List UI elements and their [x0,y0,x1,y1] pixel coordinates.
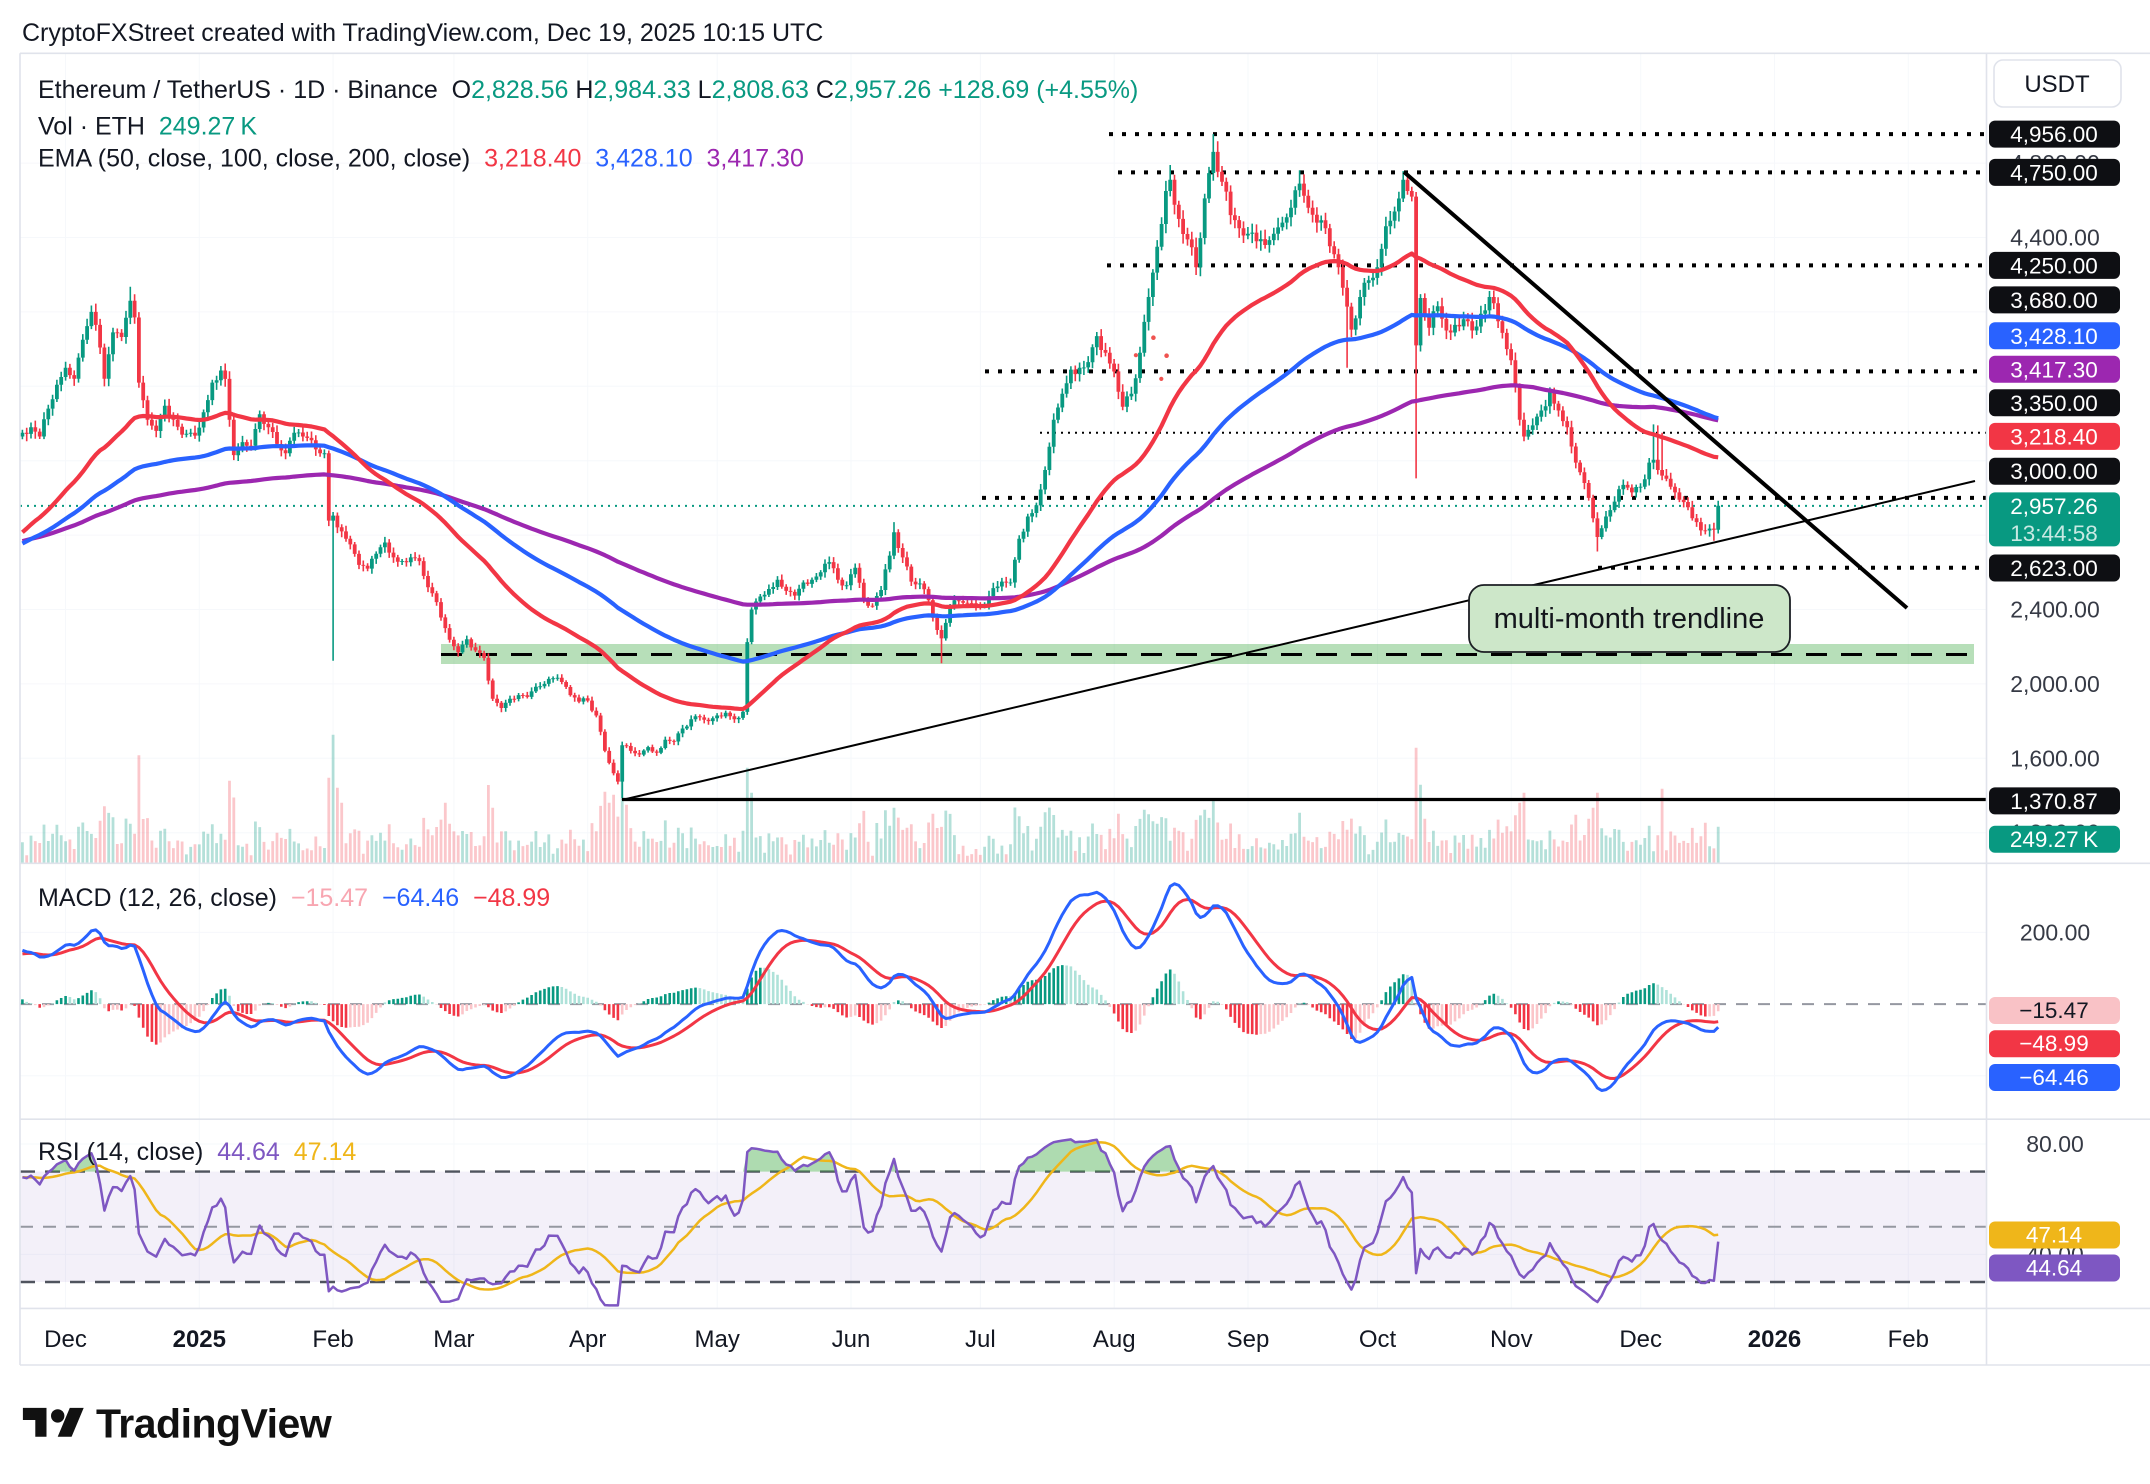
svg-text:multi-month trendline: multi-month trendline [1494,603,1765,635]
svg-text:3,000.00: 3,000.00 [2010,459,2098,484]
svg-text:Vol · ETH 249.27 K: Vol · ETH 249.27 K [38,113,257,141]
svg-text:RSI (14, close) 44.64 47.14: RSI (14, close) 44.64 47.14 [38,1138,356,1166]
svg-text:44.64: 44.64 [2026,1256,2082,1281]
svg-text:Sep: Sep [1227,1326,1270,1353]
svg-text:Mar: Mar [433,1326,474,1353]
svg-text:Jun: Jun [832,1326,871,1353]
svg-text:200.00: 200.00 [2020,919,2090,945]
svg-text:−48.99: −48.99 [2019,1031,2088,1056]
svg-text:2,957.26: 2,957.26 [2010,494,2098,519]
svg-text:4,400.00: 4,400.00 [2010,225,2100,251]
svg-text:Apr: Apr [569,1326,606,1353]
svg-text:2025: 2025 [173,1326,226,1353]
svg-text:EMA (50, close, 100, close, 20: EMA (50, close, 100, close, 200, close) … [38,145,804,173]
svg-text:13:44:58: 13:44:58 [2010,521,2098,546]
svg-text:2,623.00: 2,623.00 [2010,556,2098,581]
svg-text:Jul: Jul [965,1326,996,1353]
svg-text:3,350.00: 3,350.00 [2010,391,2098,416]
svg-text:2,400.00: 2,400.00 [2010,597,2100,623]
svg-text:1,370.87: 1,370.87 [2010,789,2098,814]
svg-text:3,680.00: 3,680.00 [2010,288,2098,313]
svg-text:4,750.00: 4,750.00 [2010,160,2098,185]
svg-text:Aug: Aug [1093,1326,1136,1353]
svg-text:CryptoFXStreet created with Tr: CryptoFXStreet created with TradingView.… [22,19,823,47]
svg-text:4,956.00: 4,956.00 [2010,122,2098,147]
svg-text:Ethereum / TetherUS · 1D · Bin: Ethereum / TetherUS · 1D · Binance O2,82… [38,76,1138,104]
svg-text:May: May [695,1326,740,1353]
svg-text:3,417.30: 3,417.30 [2010,357,2098,382]
svg-text:3,428.10: 3,428.10 [2010,324,2098,349]
svg-text:−64.46: −64.46 [2019,1065,2088,1090]
svg-text:Nov: Nov [1490,1326,1533,1353]
svg-text:2,000.00: 2,000.00 [2010,671,2100,697]
svg-text:4,250.00: 4,250.00 [2010,253,2098,278]
svg-text:MACD (12, 26, close) −15.47: MACD (12, 26, close) −15.47 −64.46 −48.9… [38,884,550,912]
svg-text:Feb: Feb [1888,1326,1929,1353]
svg-text:USDT: USDT [2024,71,2090,98]
svg-text:−15.47: −15.47 [2019,998,2088,1023]
svg-text:3,218.40: 3,218.40 [2010,424,2098,449]
svg-text:TradingView: TradingView [96,1401,332,1447]
svg-text:1,600.00: 1,600.00 [2010,745,2100,771]
svg-text:Dec: Dec [1619,1326,1662,1353]
svg-text:Dec: Dec [44,1326,87,1353]
svg-text:Oct: Oct [1359,1326,1397,1353]
svg-text:47.14: 47.14 [2026,1223,2082,1248]
svg-text:249.27 K: 249.27 K [2010,827,2098,852]
svg-text:2026: 2026 [1748,1326,1801,1353]
svg-text:Feb: Feb [312,1326,353,1353]
svg-text:80.00: 80.00 [2026,1131,2084,1157]
